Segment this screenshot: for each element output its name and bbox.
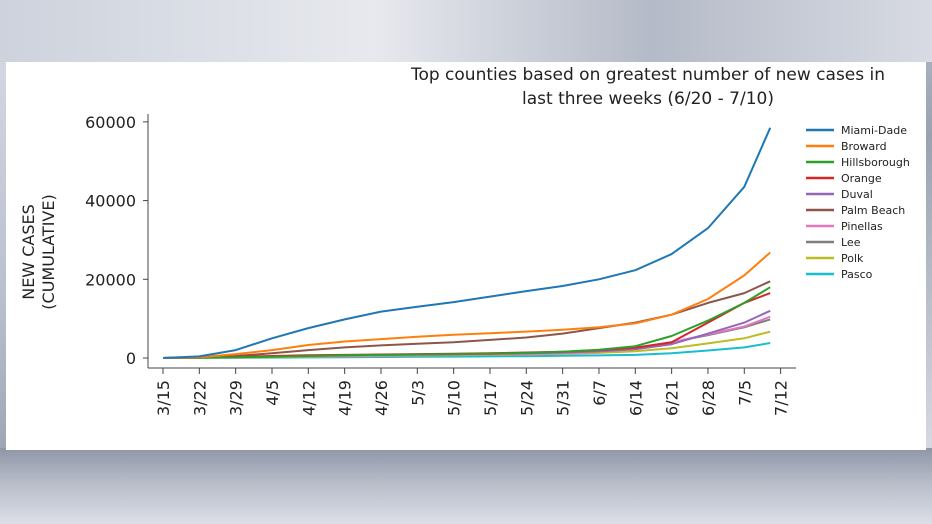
y-tick-label: 0 <box>126 349 136 368</box>
series-line-miami-dade <box>162 127 772 359</box>
legend-label: Lee <box>841 236 861 249</box>
series-line-hillsborough <box>162 286 771 359</box>
x-tick-label: 6/21 <box>663 380 682 416</box>
legend: Miami-Dade Broward Hillsborough Orange Duval… <box>806 124 910 281</box>
x-tick-label: 3/29 <box>227 380 246 416</box>
x-tick-label: 6/7 <box>590 380 609 406</box>
x-tick-label: 7/12 <box>772 380 791 416</box>
legend-label: Pasco <box>841 268 873 281</box>
x-tick-label: 5/31 <box>554 380 573 416</box>
series-line-orange <box>162 292 771 359</box>
chart-title: Top counties based on greatest number of… <box>410 65 885 109</box>
y-axis-label-line-2: (CUMULATIVE) <box>39 194 58 309</box>
x-ticks: 3/15 3/22 3/29 4/5 4/12 4/19 4/26 5/3 5/10 5/17 5/… <box>154 368 791 416</box>
x-tick-label: 5/10 <box>445 380 464 416</box>
x-tick-label: 6/28 <box>699 380 718 416</box>
series-lines <box>162 127 772 359</box>
x-tick-label: 5/3 <box>408 380 427 406</box>
x-tick-label: 5/24 <box>517 380 536 416</box>
y-ticks: 0 20000 40000 60000 <box>85 113 148 368</box>
x-tick-label: 3/15 <box>154 380 173 416</box>
legend-label: Orange <box>841 172 882 185</box>
legend-label: Palm Beach <box>841 204 905 217</box>
y-tick-label: 40000 <box>85 192 136 211</box>
chart-title-line-2: last three weeks (6/20 - 7/10) <box>522 89 774 109</box>
background-top <box>0 0 932 62</box>
x-tick-label: 4/5 <box>263 380 282 406</box>
axes <box>147 114 796 369</box>
y-tick-label: 20000 <box>85 270 136 289</box>
legend-label: Duval <box>841 188 873 201</box>
x-tick-label: 7/5 <box>735 380 754 406</box>
x-tick-label: 4/12 <box>299 380 318 416</box>
legend-label: Polk <box>841 252 864 265</box>
x-tick-label: 5/17 <box>481 380 500 416</box>
chart-title-line-1: Top counties based on greatest number of… <box>410 65 885 85</box>
legend-label: Broward <box>841 140 887 153</box>
legend-label: Pinellas <box>841 220 883 233</box>
chart-panel: Top counties based on greatest number of… <box>6 62 926 450</box>
y-tick-label: 60000 <box>85 113 136 132</box>
x-tick-label: 3/22 <box>190 380 209 416</box>
legend-label: Hillsborough <box>841 156 910 169</box>
line-chart: Top counties based on greatest number of… <box>19 65 910 416</box>
legend-label: Miami-Dade <box>841 124 907 137</box>
y-axis-label-line-1: NEW CASES <box>19 204 38 300</box>
y-axis-label: NEW CASES (CUMULATIVE) <box>19 194 58 309</box>
x-tick-label: 4/26 <box>372 380 391 416</box>
x-tick-label: 6/14 <box>626 380 645 416</box>
x-tick-label: 4/19 <box>336 380 355 416</box>
background-bottom <box>0 448 932 524</box>
series-line-broward <box>162 251 771 359</box>
